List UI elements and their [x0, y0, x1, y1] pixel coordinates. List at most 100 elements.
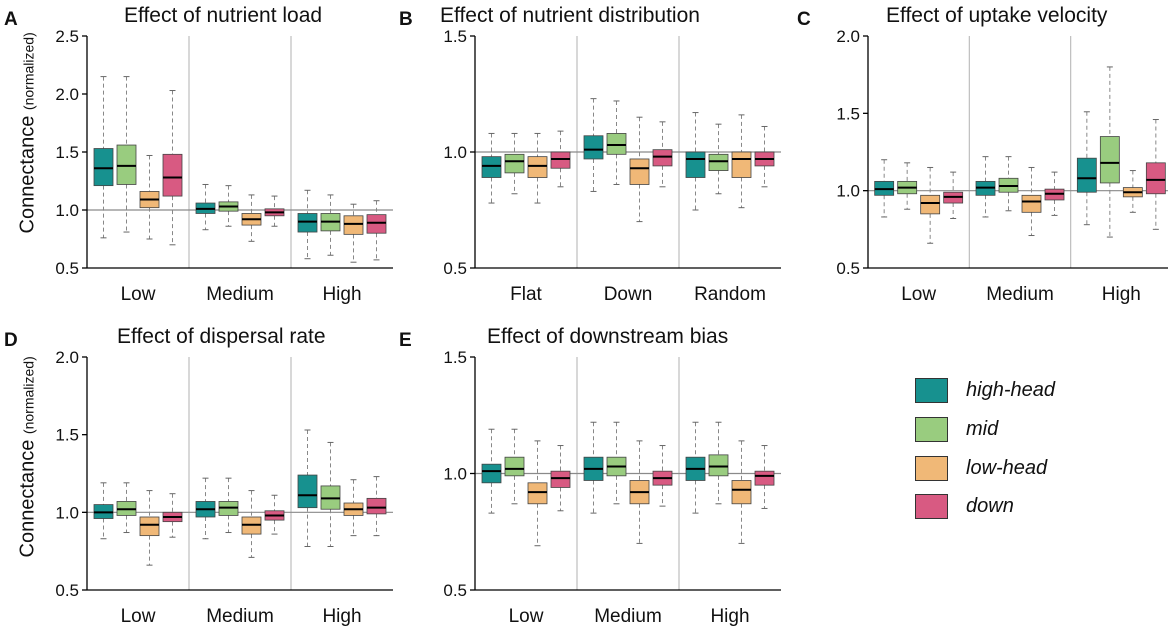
y-tick-label: 1.0	[443, 465, 467, 484]
box-low-head-low	[920, 166, 941, 244]
y-tick-label: 1.0	[836, 182, 860, 201]
box-high-head-high	[297, 429, 318, 548]
box-iqr	[1076, 157, 1097, 193]
box-low-head-low	[139, 154, 160, 240]
box-low-head-medium	[1021, 166, 1042, 237]
box-high-head-medium	[583, 421, 604, 514]
panel-title-b: Effect of nutrient distribution	[440, 4, 700, 27]
y-tick-label: 1.0	[55, 201, 79, 220]
box-iqr	[583, 135, 604, 160]
y-tick-label: 2.0	[836, 27, 860, 46]
box-down-flat	[550, 130, 571, 188]
x-category-label: Flat	[510, 284, 542, 305]
panel-letter-c: C	[797, 9, 811, 30]
box-high-head-random	[685, 112, 706, 211]
box-down-low	[162, 493, 183, 538]
panel-title-e: Effect of downstream bias	[487, 325, 729, 348]
box-iqr	[481, 156, 502, 178]
box-mid-down	[606, 100, 627, 185]
box-low-head-high	[731, 440, 752, 544]
box-iqr	[606, 133, 627, 155]
legend-label-low-head: low-head	[966, 457, 1048, 479]
box-iqr	[162, 153, 183, 197]
box-iqr	[297, 474, 318, 509]
y-tick-label: 0.5	[55, 259, 79, 278]
box-low-head-down	[629, 116, 650, 223]
box-down-high	[366, 476, 387, 537]
box-high-head-flat	[481, 132, 502, 204]
box-down-high	[366, 200, 387, 261]
box-mid-medium	[998, 156, 1019, 212]
box-mid-flat	[504, 132, 525, 195]
box-down-high	[1145, 119, 1166, 230]
box-iqr	[139, 516, 160, 537]
box-high-head-down	[583, 98, 604, 192]
x-category-label: High	[322, 606, 361, 627]
box-high-head-high	[297, 189, 318, 260]
box-iqr	[343, 215, 364, 235]
x-category-label: Low	[121, 284, 156, 305]
box-low-head-low	[527, 440, 548, 547]
box-high-head-high	[685, 421, 706, 514]
box-low-head-flat	[527, 132, 548, 204]
box-down-medium	[264, 494, 285, 535]
x-category-label: High	[710, 606, 749, 627]
box-high-head-medium	[975, 156, 996, 218]
box-high-head-medium	[195, 183, 216, 231]
legend-swatch-down	[915, 494, 948, 519]
panel-letter-a: A	[4, 9, 18, 30]
y-tick-label: 1.0	[443, 143, 467, 162]
box-mid-low	[116, 482, 137, 534]
box-iqr	[708, 153, 729, 171]
box-high-head-high	[1076, 111, 1097, 226]
box-low-head-low	[139, 490, 160, 566]
box-iqr	[1145, 162, 1166, 195]
box-high-head-low	[874, 159, 895, 218]
box-iqr	[481, 463, 502, 484]
box-iqr	[731, 480, 752, 505]
legend-label-down: down	[966, 495, 1014, 517]
box-iqr	[1099, 136, 1120, 184]
x-category-label: Down	[604, 284, 653, 305]
box-mid-high	[1099, 66, 1120, 238]
box-mid-medium	[218, 185, 239, 227]
y-tick-label: 1.5	[836, 104, 860, 123]
box-iqr	[93, 148, 114, 187]
box-down-high	[754, 445, 775, 509]
box-iqr	[366, 497, 387, 515]
box-iqr	[550, 151, 571, 169]
legend-item-mid: mid	[915, 417, 1135, 447]
box-high-head-low	[481, 428, 502, 514]
y-tick-label: 0.5	[443, 581, 467, 600]
legend-swatch-low-head	[915, 456, 948, 481]
box-down-low	[550, 445, 571, 512]
box-low-head-high	[1122, 170, 1143, 213]
x-category-label: Low	[121, 606, 156, 627]
box-mid-medium	[218, 477, 239, 534]
box-mid-random	[708, 123, 729, 195]
x-category-label: Random	[694, 284, 766, 305]
x-category-label: Low	[509, 606, 544, 627]
x-category-label: Medium	[986, 284, 1054, 305]
box-low-head-random	[731, 114, 752, 209]
box-iqr	[297, 213, 318, 233]
box-down-low	[943, 171, 964, 220]
box-down-medium	[264, 195, 285, 227]
box-low-head-medium	[629, 440, 650, 544]
box-iqr	[708, 454, 729, 477]
box-low-head-high	[343, 479, 364, 537]
box-iqr	[1021, 194, 1042, 213]
x-category-label: Medium	[206, 606, 274, 627]
box-mid-low	[897, 162, 918, 210]
y-tick-label: 0.5	[836, 259, 860, 278]
box-iqr	[652, 149, 673, 167]
box-down-down	[652, 121, 673, 188]
box-iqr	[754, 470, 775, 486]
panel-title-c: Effect of uptake velocity	[886, 4, 1108, 27]
box-down-medium	[652, 445, 673, 507]
box-low-head-medium	[241, 490, 262, 558]
y-tick-label: 2.0	[55, 348, 79, 367]
